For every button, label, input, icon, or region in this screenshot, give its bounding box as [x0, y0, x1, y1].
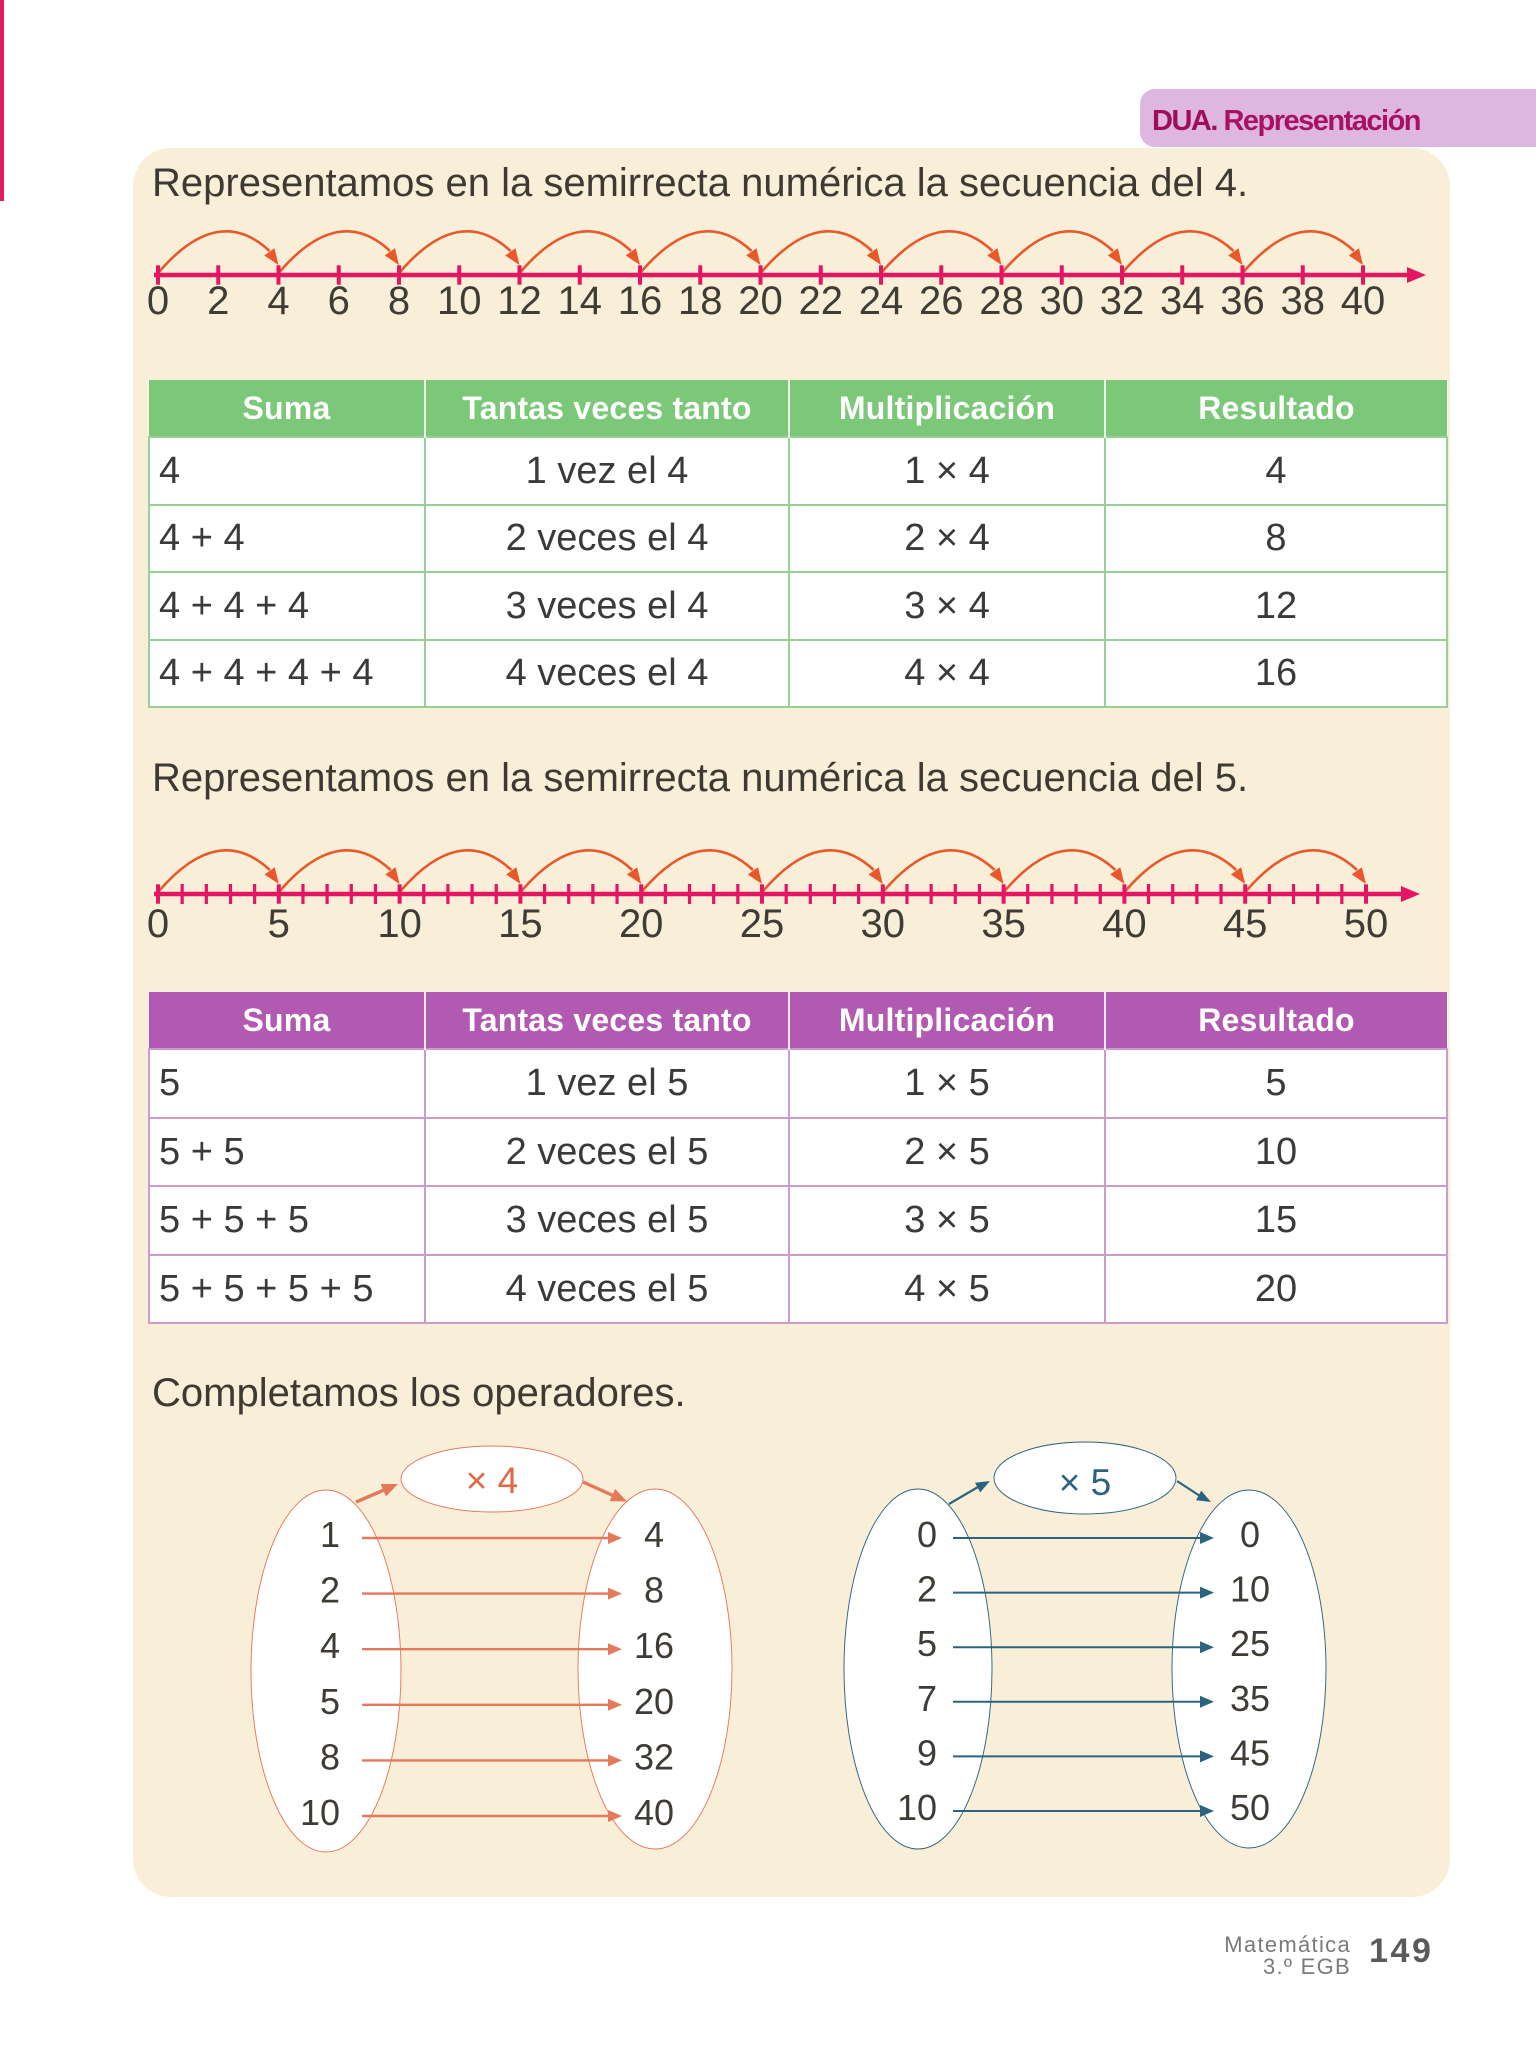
svg-text:1: 1: [320, 1514, 340, 1555]
svg-text:0: 0: [1240, 1514, 1260, 1555]
svg-text:14: 14: [558, 279, 603, 323]
svg-text:18: 18: [678, 279, 723, 323]
svg-text:10: 10: [1230, 1569, 1270, 1610]
svg-text:20: 20: [619, 902, 664, 946]
svg-text:16: 16: [618, 279, 663, 323]
svg-text:30: 30: [1040, 279, 1085, 323]
svg-text:50: 50: [1344, 902, 1389, 946]
svg-text:35: 35: [1230, 1678, 1270, 1719]
svg-text:25: 25: [740, 902, 785, 946]
svg-text:9: 9: [917, 1732, 937, 1773]
svg-text:8: 8: [320, 1736, 340, 1777]
svg-text:40: 40: [1102, 902, 1147, 946]
svg-text:5: 5: [268, 902, 290, 946]
svg-text:20: 20: [738, 279, 783, 323]
svg-text:26: 26: [919, 279, 964, 323]
svg-text:5: 5: [917, 1623, 937, 1664]
svg-text:0: 0: [147, 279, 169, 323]
svg-text:40: 40: [1341, 279, 1386, 323]
svg-text:7: 7: [917, 1678, 937, 1719]
svg-text:40: 40: [634, 1792, 674, 1833]
svg-text:28: 28: [979, 279, 1024, 323]
svg-text:8: 8: [388, 279, 410, 323]
svg-text:30: 30: [861, 902, 906, 946]
svg-text:50: 50: [1230, 1787, 1270, 1828]
svg-text:10: 10: [437, 279, 482, 323]
svg-text:20: 20: [634, 1681, 674, 1722]
svg-text:16: 16: [634, 1625, 674, 1666]
svg-text:0: 0: [917, 1514, 937, 1555]
svg-text:35: 35: [981, 902, 1026, 946]
svg-text:36: 36: [1220, 279, 1265, 323]
svg-text:22: 22: [799, 279, 844, 323]
svg-text:32: 32: [1100, 279, 1145, 323]
svg-text:12: 12: [497, 279, 542, 323]
svg-text:15: 15: [498, 902, 543, 946]
svg-text:24: 24: [859, 279, 904, 323]
svg-text:2: 2: [207, 279, 229, 323]
svg-text:6: 6: [328, 279, 350, 323]
svg-text:34: 34: [1160, 279, 1205, 323]
svg-text:4: 4: [320, 1625, 340, 1666]
svg-text:10: 10: [300, 1792, 340, 1833]
svg-text:8: 8: [644, 1570, 664, 1611]
svg-text:4: 4: [644, 1514, 664, 1555]
svg-text:× 5: × 5: [1059, 1462, 1111, 1503]
svg-text:10: 10: [377, 902, 422, 946]
svg-text:4: 4: [267, 279, 289, 323]
svg-text:45: 45: [1230, 1732, 1270, 1773]
svg-text:5: 5: [320, 1681, 340, 1722]
svg-text:0: 0: [147, 902, 169, 946]
svg-text:38: 38: [1281, 279, 1326, 323]
svg-text:25: 25: [1230, 1623, 1270, 1664]
svg-text:32: 32: [634, 1736, 674, 1777]
svg-text:2: 2: [320, 1570, 340, 1611]
svg-text:2: 2: [917, 1569, 937, 1610]
svg-text:10: 10: [897, 1787, 937, 1828]
svg-text:45: 45: [1223, 902, 1268, 946]
svg-text:× 4: × 4: [466, 1460, 518, 1501]
